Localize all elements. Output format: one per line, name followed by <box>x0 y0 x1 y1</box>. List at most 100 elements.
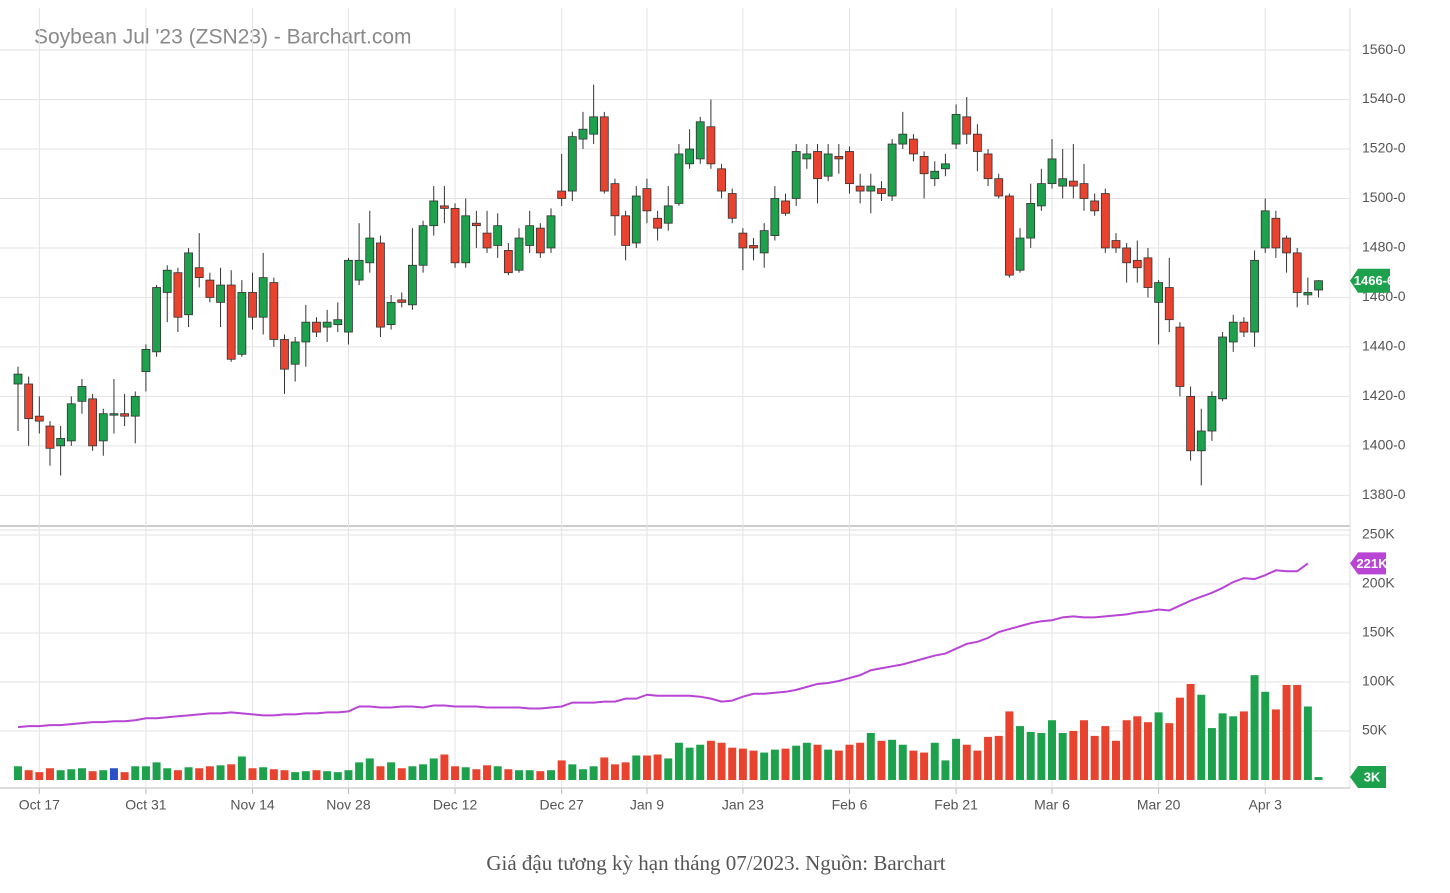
volume-bar <box>1207 728 1216 780</box>
candle-body <box>557 190 567 199</box>
candle-body <box>376 242 385 328</box>
candle-body <box>461 215 471 264</box>
candle-body <box>834 156 844 160</box>
candle-body <box>344 259 353 333</box>
volume-bar <box>1293 684 1302 780</box>
candle-body <box>973 133 982 152</box>
candle-body <box>258 277 268 318</box>
candle-body <box>877 188 886 194</box>
volume-bar <box>1143 722 1152 780</box>
candle-body <box>727 193 737 219</box>
volume-bar <box>1186 683 1195 780</box>
volume-bar <box>291 772 300 780</box>
volume-bar <box>1282 684 1291 780</box>
volume-bar <box>323 771 332 780</box>
candle-body <box>1218 336 1227 400</box>
candle-body <box>1036 183 1046 207</box>
volume-bar <box>1133 716 1142 780</box>
candle-body <box>983 153 993 180</box>
grid <box>0 8 1351 794</box>
caption: Giá đậu tương kỳ hạn tháng 07/2023. Nguồ… <box>486 851 945 875</box>
y-tick-label: 250K <box>1362 526 1395 542</box>
candle-body <box>56 438 66 447</box>
candle-body <box>1015 237 1025 271</box>
candle-body <box>1143 257 1153 288</box>
volume-bar <box>1101 726 1110 780</box>
y-tick-label: 1440-0 <box>1362 338 1406 354</box>
candle-body <box>1239 321 1249 333</box>
volume-bar <box>472 769 481 780</box>
candle-body <box>290 341 300 365</box>
candle-body <box>173 272 183 318</box>
volume-bar <box>706 740 715 780</box>
candle-body <box>1047 158 1057 185</box>
volume-bar <box>664 758 673 780</box>
candle-body <box>759 230 769 254</box>
volume-bar <box>728 747 737 780</box>
volume-bar <box>568 764 577 780</box>
volume-bar <box>419 764 428 780</box>
candle-body <box>1260 210 1270 249</box>
candle-body <box>631 195 641 244</box>
volume-bar <box>333 772 342 780</box>
last-value-tag <box>1350 766 1386 789</box>
x-tick-label: Dec 12 <box>433 797 478 813</box>
candle-body <box>866 185 876 192</box>
volume-bar <box>227 764 236 780</box>
candle-body <box>546 215 556 249</box>
volume-bar <box>952 738 961 780</box>
volume-bar <box>184 767 193 780</box>
candle-body <box>130 395 140 417</box>
volume-bar <box>1239 711 1248 780</box>
candle-body <box>45 425 55 449</box>
candle-body <box>994 178 1004 197</box>
volume-bar <box>451 766 460 780</box>
volume-bar <box>1122 720 1131 780</box>
volume-bar <box>1261 691 1270 780</box>
volume-bar <box>738 748 747 780</box>
volume-bar <box>163 768 172 780</box>
volume-bar <box>888 739 897 780</box>
volume-bar <box>1111 740 1120 780</box>
volume-bar <box>1090 735 1099 780</box>
volume-bar <box>1048 720 1057 780</box>
candle-body <box>674 153 684 204</box>
volume-bar <box>483 765 492 780</box>
volume-bar <box>760 752 769 780</box>
candle-body <box>1186 395 1195 452</box>
volume-bar <box>749 750 758 780</box>
volume-bar <box>813 744 822 780</box>
candle-body <box>184 252 193 316</box>
volume-bar <box>770 749 779 780</box>
x-tick-label: Nov 14 <box>230 797 275 813</box>
volume-bar <box>877 740 886 780</box>
candle-body <box>930 170 940 180</box>
volume-bar <box>216 765 225 780</box>
volume-bar <box>834 750 843 780</box>
volume-bar <box>429 758 438 780</box>
candle-body <box>1111 240 1121 249</box>
volume-bar <box>120 772 129 780</box>
candle-body <box>599 116 609 192</box>
volume-bar <box>397 768 406 780</box>
candle-body <box>909 138 918 155</box>
volume-bar <box>845 744 854 780</box>
candle-body <box>205 279 215 298</box>
volume-bar <box>994 735 1003 780</box>
volume-bar <box>301 771 310 780</box>
volume-bar <box>1005 711 1014 780</box>
x-tick-label: Feb 6 <box>832 797 868 813</box>
candle-body <box>503 250 513 274</box>
candle-body <box>269 282 279 340</box>
volume-bar <box>674 742 683 780</box>
candle-body <box>663 205 673 224</box>
candle-body <box>418 225 428 266</box>
candle-body <box>312 321 321 333</box>
candle-body <box>397 299 407 303</box>
candle-body <box>493 225 503 246</box>
candle-body <box>685 148 694 165</box>
volume-bar <box>610 764 619 780</box>
volume-bar <box>824 749 833 780</box>
volume-bar <box>131 766 140 780</box>
